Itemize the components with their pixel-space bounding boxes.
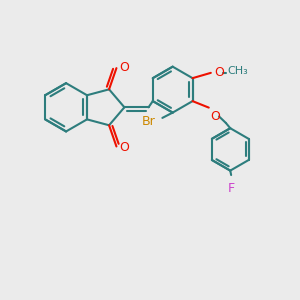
Text: O: O bbox=[214, 66, 224, 80]
Text: CH₃: CH₃ bbox=[227, 66, 248, 76]
Text: Br: Br bbox=[141, 115, 155, 128]
Text: F: F bbox=[228, 182, 235, 195]
Text: O: O bbox=[119, 141, 129, 154]
Text: O: O bbox=[119, 61, 129, 74]
Text: O: O bbox=[211, 110, 220, 123]
